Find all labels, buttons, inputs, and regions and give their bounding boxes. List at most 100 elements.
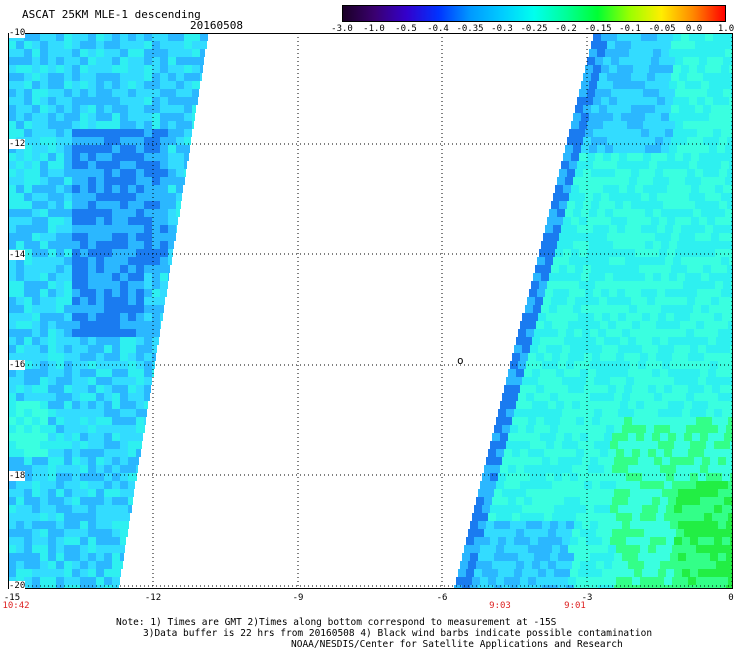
swath-cell xyxy=(510,393,518,401)
swath-cell xyxy=(695,73,703,81)
swath-cell xyxy=(136,177,144,185)
swath-cell xyxy=(556,433,564,441)
swath-cell xyxy=(570,473,578,481)
swath-cell xyxy=(621,145,629,153)
swath-cell xyxy=(80,97,88,105)
swath-cell xyxy=(596,561,604,569)
swath-cell xyxy=(573,273,581,281)
swath-cell xyxy=(629,177,637,185)
scatterometer-map[interactable]: o xyxy=(8,33,733,589)
swath-cell xyxy=(552,417,560,425)
swath-cell xyxy=(176,49,184,57)
swath-cell xyxy=(657,289,665,297)
swath-cell xyxy=(136,57,144,65)
swath-cell xyxy=(581,81,589,89)
swath-cell xyxy=(600,449,608,457)
swath-cell xyxy=(610,345,618,353)
swath-cell xyxy=(648,353,656,361)
swath-cell xyxy=(502,585,510,589)
swath-cell xyxy=(524,465,532,473)
swath-cell xyxy=(595,57,603,65)
swath-cell xyxy=(56,545,64,553)
swath-cell xyxy=(40,169,48,177)
swath-cell xyxy=(136,89,144,97)
swath-cell xyxy=(80,241,88,249)
swath-cell xyxy=(725,113,733,121)
swath-cell xyxy=(96,97,104,105)
swath-cell xyxy=(607,137,615,145)
swath-cell xyxy=(626,313,634,321)
swath-cell xyxy=(72,505,80,513)
swath-cell xyxy=(80,441,88,449)
swath-cell xyxy=(120,265,128,273)
swath-cell xyxy=(634,569,642,577)
swath-cell xyxy=(112,289,120,297)
swath-cell xyxy=(607,73,615,81)
swath-cell xyxy=(104,97,112,105)
swath-cell xyxy=(705,161,713,169)
swath-cell xyxy=(589,273,597,281)
swath-cell xyxy=(579,217,587,225)
swath-cell xyxy=(691,57,699,65)
swath-cell xyxy=(619,217,627,225)
swath-cell xyxy=(136,233,144,241)
swath-cell xyxy=(96,225,104,233)
swath-cell xyxy=(675,121,683,129)
swath-cell xyxy=(528,385,536,393)
swath-cell xyxy=(96,217,104,225)
swath-cell xyxy=(96,33,104,41)
swath-cell xyxy=(646,361,654,369)
swath-cell xyxy=(184,137,191,145)
swath-cell xyxy=(8,489,16,497)
swath-cell xyxy=(657,193,665,201)
swath-cell xyxy=(525,305,533,313)
swath-cell xyxy=(726,393,733,401)
swath-cell xyxy=(601,257,609,265)
swath-cell xyxy=(600,513,608,521)
swath-cell xyxy=(502,553,510,561)
swath-cell xyxy=(32,449,40,457)
swath-cell xyxy=(64,49,72,57)
swath-cell xyxy=(112,489,120,497)
swath-cell xyxy=(24,193,32,201)
swath-cell xyxy=(569,129,577,137)
swath-cell xyxy=(184,89,192,97)
swath-cell xyxy=(713,257,721,265)
swath-cell xyxy=(128,81,136,89)
swath-cell xyxy=(720,577,728,585)
swath-cell xyxy=(624,385,632,393)
swath-cell xyxy=(595,249,603,257)
swath-cell xyxy=(136,249,144,257)
swath-cell xyxy=(554,537,562,545)
swath-cell xyxy=(32,81,40,89)
swath-cell xyxy=(701,209,709,217)
swath-cell xyxy=(712,321,720,329)
swath-cell xyxy=(588,465,596,473)
swath-cell xyxy=(88,233,96,241)
swath-cell xyxy=(596,529,604,537)
swath-cell xyxy=(657,97,665,105)
swath-cell xyxy=(673,161,681,169)
swath-cell xyxy=(144,337,152,345)
swath-cell xyxy=(693,81,701,89)
swath-cell xyxy=(96,321,104,329)
swath-cell xyxy=(96,65,104,73)
swath-cell xyxy=(600,577,608,585)
swath-cell xyxy=(671,201,679,209)
swath-cell xyxy=(506,537,514,545)
swath-cell xyxy=(573,113,581,121)
swath-cell xyxy=(490,473,498,481)
swath-cell xyxy=(530,345,538,353)
swath-cell xyxy=(560,545,568,553)
swath-cell xyxy=(56,41,64,49)
swath-cell xyxy=(16,233,24,241)
swath-cell xyxy=(80,297,88,305)
swath-cell xyxy=(709,177,717,185)
swath-cell xyxy=(564,401,572,409)
swath-cell xyxy=(688,353,696,361)
swath-cell xyxy=(651,57,659,65)
swath-cell xyxy=(550,425,558,433)
swath-cell xyxy=(710,553,718,561)
swath-cell xyxy=(96,417,104,425)
swath-cell xyxy=(128,385,136,393)
